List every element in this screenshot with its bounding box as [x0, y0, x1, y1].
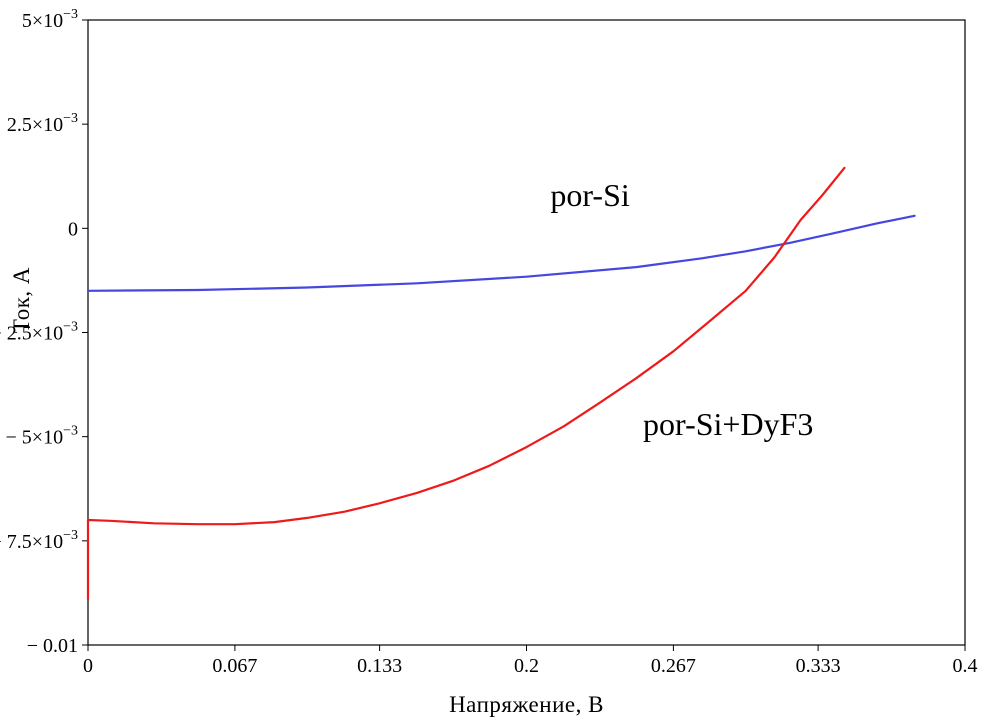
- x-axis-tick-label: 0.2: [514, 655, 539, 677]
- x-axis-tick-label: 0.133: [357, 655, 402, 677]
- y-axis-tick-label: − 7.5×10−3: [0, 528, 78, 553]
- y-axis-tick-label: − 5×10−3: [6, 424, 78, 449]
- series-line-por-si: [86, 214, 916, 292]
- x-axis-tick-label: 0.333: [796, 655, 841, 677]
- plot-area-border: [87, 19, 966, 646]
- y-axis-tick-label: 0: [68, 218, 78, 240]
- y-axis-tick-label: − 0.01: [27, 635, 78, 657]
- y-axis-tick-label: 5×10−3: [22, 7, 78, 32]
- y-axis-tick-label: 2.5×10−3: [7, 111, 78, 136]
- x-axis-tick-label: 0.4: [953, 655, 978, 677]
- curve-label-por-si: por-Si: [550, 177, 629, 213]
- x-axis-tick-label: 0.067: [212, 655, 257, 677]
- y-axis-tick-label: − 2.5×10−3: [0, 320, 78, 345]
- curve-label-por-si-dyf3: por-Si+DyF3: [643, 406, 813, 442]
- series-line-por-si-dyf3: [86, 166, 846, 601]
- x-axis-tick-label: 0: [83, 655, 93, 677]
- x-axis-title: Напряжение, В: [449, 692, 604, 717]
- x-axis-tick-label: 0.267: [651, 655, 696, 677]
